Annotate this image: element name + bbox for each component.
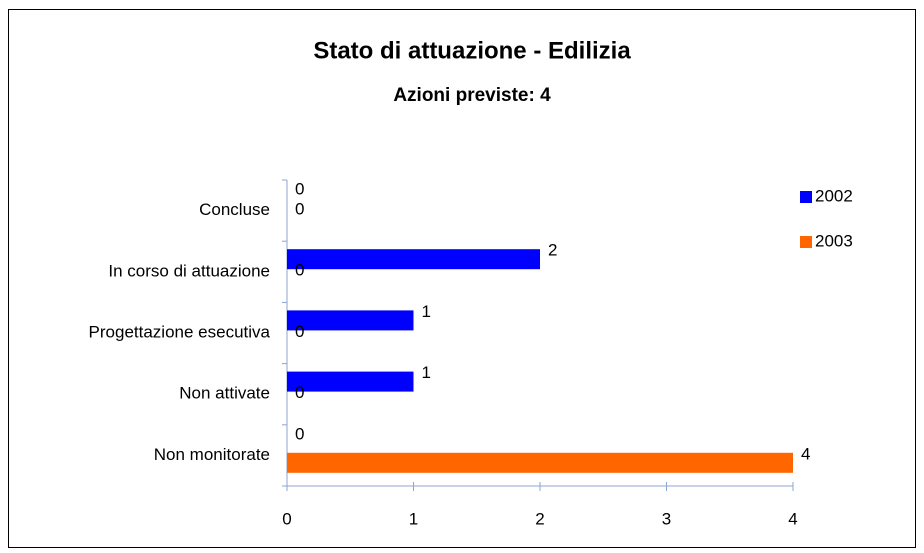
data-label: 1 bbox=[422, 363, 431, 382]
bar bbox=[287, 371, 414, 392]
y-tick-label: Non monitorate bbox=[154, 445, 270, 464]
chart-subtitle: Azioni previste: 4 bbox=[393, 85, 551, 106]
data-label: 1 bbox=[422, 302, 431, 321]
data-label: 0 bbox=[295, 179, 304, 198]
data-label: 2 bbox=[548, 241, 557, 260]
x-tick-label: 2 bbox=[535, 509, 544, 528]
x-tick-label: 3 bbox=[662, 509, 671, 528]
bar bbox=[287, 249, 540, 270]
legend-label: 2002 bbox=[815, 186, 853, 205]
y-tick-label: Concluse bbox=[199, 200, 270, 219]
y-tick-label: In corso di attuazione bbox=[108, 261, 270, 280]
legend-label: 2003 bbox=[815, 231, 853, 250]
x-tick-label: 1 bbox=[409, 509, 418, 528]
legend-swatch bbox=[800, 236, 812, 248]
y-tick-label: Non attivate bbox=[179, 384, 270, 403]
legend-swatch bbox=[800, 191, 812, 203]
bar bbox=[287, 310, 414, 331]
y-tick-label: Progettazione esecutiva bbox=[89, 322, 271, 341]
x-tick-label: 0 bbox=[282, 509, 291, 528]
data-label: 0 bbox=[295, 424, 304, 443]
data-label: 0 bbox=[295, 199, 304, 218]
data-label: 4 bbox=[801, 444, 810, 463]
data-label: 0 bbox=[295, 261, 304, 280]
data-label: 0 bbox=[295, 322, 304, 341]
chart-title: Stato di attuazione - Edilizia bbox=[313, 37, 631, 64]
x-tick-label: 4 bbox=[788, 509, 797, 528]
bar bbox=[287, 452, 793, 473]
data-label: 0 bbox=[295, 383, 304, 402]
